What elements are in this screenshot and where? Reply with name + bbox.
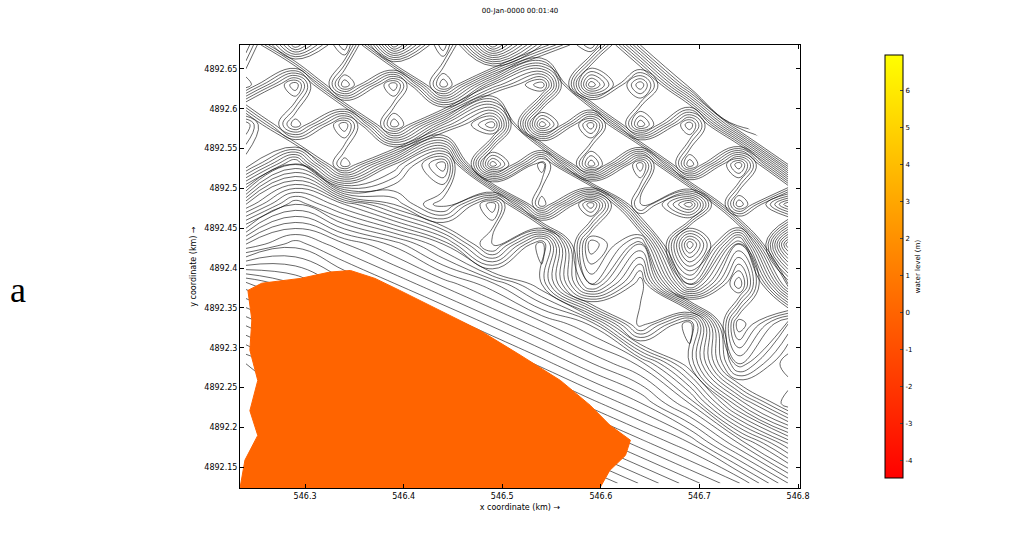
- svg-text:4: 4: [905, 161, 910, 169]
- svg-text:y coordinate (km) →: y coordinate (km) →: [189, 226, 198, 307]
- svg-text:water level (m): water level (m): [914, 240, 922, 294]
- svg-text:546.6: 546.6: [589, 492, 612, 501]
- svg-text:x coordinate (km) →: x coordinate (km) →: [480, 503, 561, 512]
- svg-text:4892.5: 4892.5: [209, 184, 237, 193]
- svg-text:4892.55: 4892.55: [204, 144, 237, 153]
- svg-text:6: 6: [905, 87, 910, 95]
- svg-text:4892.15: 4892.15: [204, 463, 237, 472]
- svg-text:-2: -2: [905, 383, 912, 391]
- svg-text:5: 5: [905, 124, 909, 132]
- svg-text:546.3: 546.3: [294, 492, 317, 501]
- svg-text:4892.35: 4892.35: [204, 304, 237, 313]
- svg-text:4892.45: 4892.45: [204, 224, 237, 233]
- svg-text:546.5: 546.5: [491, 492, 514, 501]
- svg-text:4892.6: 4892.6: [209, 105, 237, 114]
- svg-text:4892.2: 4892.2: [209, 423, 237, 432]
- svg-text:3: 3: [905, 198, 909, 206]
- svg-text:4892.4: 4892.4: [209, 264, 237, 273]
- svg-text:-4: -4: [905, 457, 913, 465]
- svg-text:0: 0: [905, 309, 909, 317]
- svg-text:00-Jan-0000 00:01:40: 00-Jan-0000 00:01:40: [482, 7, 559, 15]
- svg-text:2: 2: [905, 235, 909, 243]
- svg-text:-3: -3: [905, 420, 912, 428]
- svg-text:4892.25: 4892.25: [204, 383, 237, 392]
- svg-text:4892.3: 4892.3: [209, 344, 237, 353]
- svg-text:1: 1: [905, 272, 909, 280]
- svg-text:a: a: [10, 270, 26, 310]
- svg-text:-1: -1: [905, 346, 912, 354]
- svg-text:546.4: 546.4: [392, 492, 415, 501]
- svg-text:4892.65: 4892.65: [204, 65, 237, 74]
- svg-text:546.8: 546.8: [787, 492, 810, 501]
- svg-text:546.7: 546.7: [688, 492, 711, 501]
